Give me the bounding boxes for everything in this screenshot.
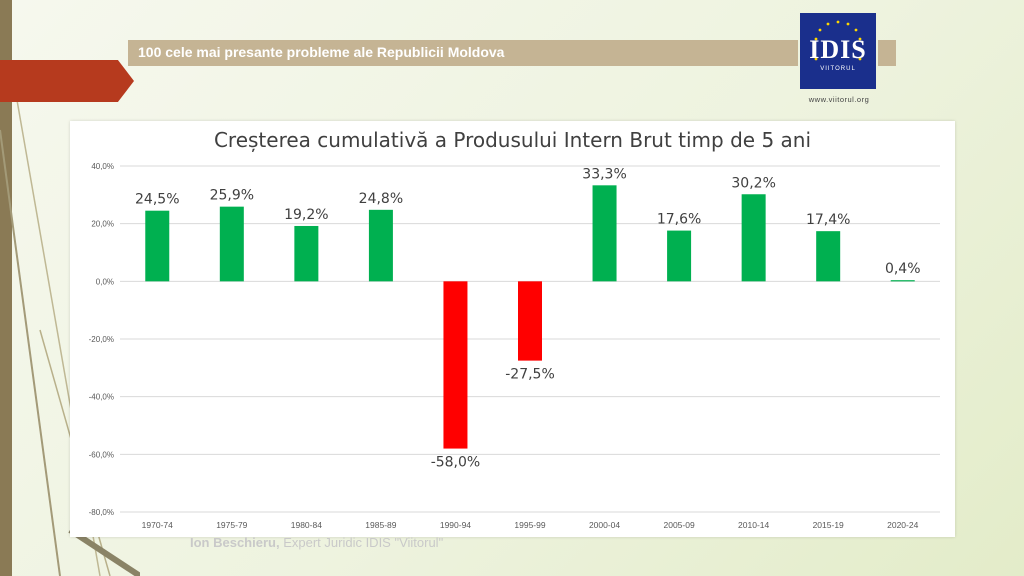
bar [890, 280, 915, 282]
bar [518, 281, 542, 361]
header-bar-end [878, 40, 896, 66]
header-bar [128, 40, 798, 66]
y-tick-label: -60,0% [89, 450, 114, 459]
chart-card [70, 121, 955, 537]
left-accent-bar [0, 0, 12, 576]
accent-arrow-tab [0, 60, 134, 102]
bar [368, 209, 393, 282]
x-tick-label: 1990-94 [440, 520, 471, 530]
logo-stars-icon [814, 20, 862, 61]
bar [592, 185, 617, 282]
x-tick-label: 1980-84 [291, 520, 322, 530]
footer-role: Expert Juridic IDIS "Viitorul" [283, 535, 444, 550]
y-tick-label: -80,0% [89, 508, 114, 517]
y-tick-label: -20,0% [89, 335, 114, 344]
y-tick-label: 20,0% [91, 220, 114, 229]
x-tick-label: 2000-04 [589, 520, 620, 530]
data-label: 24,8% [359, 191, 403, 207]
x-tick-label: 2010-14 [738, 520, 769, 530]
logo-subtitle: VIITORUL [820, 66, 856, 72]
data-label: 17,6% [657, 212, 701, 228]
footer-author: Ion Beschieru, [190, 535, 280, 550]
x-tick-label: 2015-19 [813, 520, 844, 530]
data-label: 0,4% [885, 261, 921, 277]
chart-title: Creșterea cumulativă a Produsului Intern… [213, 128, 812, 152]
slide-title: 100 cele mai presante probleme ale Repub… [138, 44, 505, 60]
data-label: 19,2% [284, 207, 328, 223]
data-label: 33,3% [582, 166, 626, 182]
bar [219, 206, 244, 282]
data-label: 17,4% [806, 212, 850, 228]
data-label: 25,9% [210, 188, 254, 204]
idis-logo: IDIS VIITORUL [800, 13, 876, 89]
data-label: -27,5% [505, 367, 555, 383]
bar [443, 281, 468, 449]
y-tick-label: 0,0% [96, 277, 114, 286]
data-label: 24,5% [135, 192, 179, 208]
x-tick-label: 1985-89 [365, 520, 396, 530]
x-tick-label: 1975-79 [216, 520, 247, 530]
bar-chart: 40,0% 20,0% 0,0% -20,0% -40,0% -60,0% -80,0% 24… [89, 162, 940, 530]
data-label: 30,2% [731, 175, 775, 191]
bar [667, 230, 692, 282]
data-label: -58,0% [431, 455, 481, 471]
bar [294, 225, 319, 282]
x-tick-label: 1970-74 [142, 520, 173, 530]
y-tick-label: -40,0% [89, 393, 114, 402]
logo-text: IDIS [809, 35, 867, 64]
footer-credit: Ion Beschieru, Expert Juridic IDIS "Viit… [190, 535, 443, 550]
bar [816, 231, 841, 282]
x-tick-label: 2005-09 [663, 520, 694, 530]
x-tick-label: 2020-24 [887, 520, 918, 530]
bar [741, 194, 766, 282]
x-tick-label: 1995-99 [514, 520, 545, 530]
y-tick-label: 40,0% [91, 162, 114, 171]
bar [145, 210, 170, 282]
logo-url: www.viitorul.org [808, 95, 870, 104]
